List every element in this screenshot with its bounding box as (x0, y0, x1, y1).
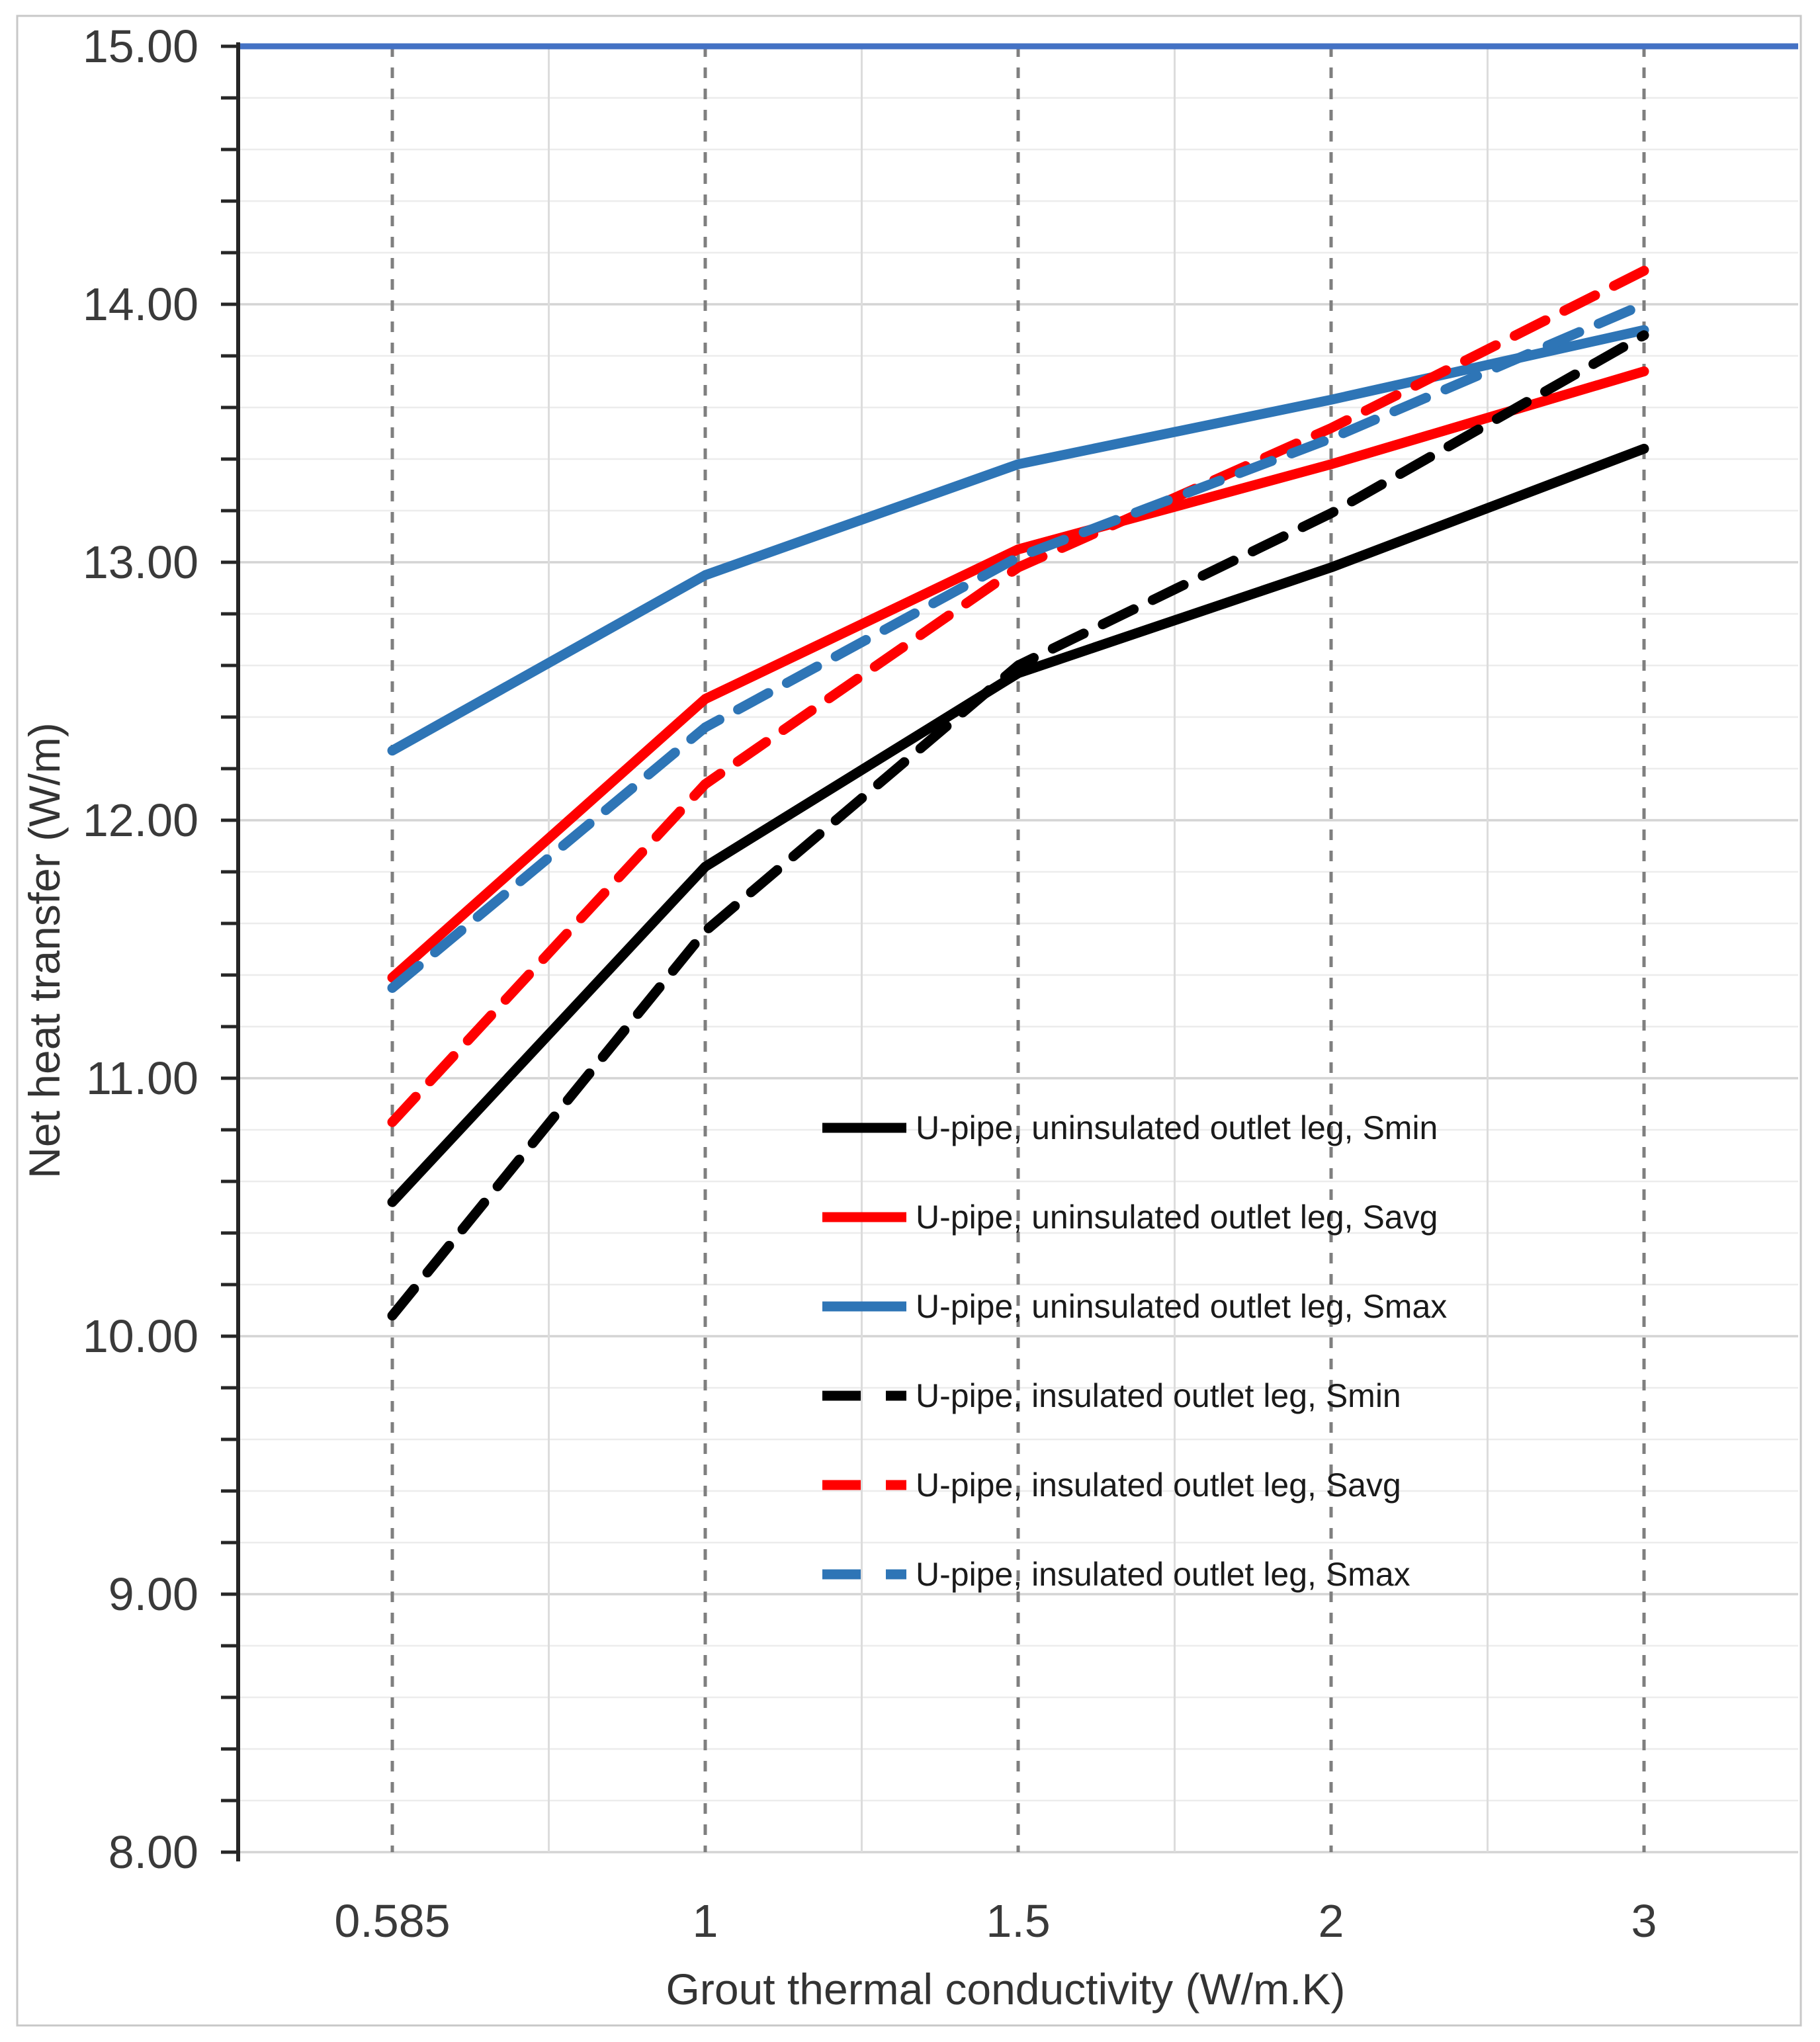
x-tick-label: 1.5 (986, 1895, 1050, 1947)
legend-label: U-pipe, insulated outlet leg, Smax (916, 1556, 1410, 1593)
x-tick-labels: 0.585 1 1.5 2 3 (334, 1895, 1657, 1947)
x-tick-label: 3 (1631, 1895, 1657, 1947)
y-tick-label: 8.00 (108, 1826, 198, 1878)
legend-label: U-pipe, uninsulated outlet leg, Savg (916, 1199, 1438, 1236)
legend-label: U-pipe, insulated outlet leg, Smin (916, 1377, 1401, 1414)
category-drop-lines (390, 46, 1646, 1852)
legend-item: U-pipe, uninsulated outlet leg, Smax (822, 1288, 1447, 1325)
series-line (387, 443, 1649, 1207)
legend-label: U-pipe, uninsulated outlet leg, Smax (916, 1288, 1447, 1325)
y-tick-label: 12.00 (83, 794, 198, 846)
legend-item: U-pipe, insulated outlet leg, Smax (822, 1556, 1410, 1593)
legend-item: U-pipe, uninsulated outlet leg, Savg (822, 1199, 1438, 1236)
x-tick-label: 0.585 (334, 1895, 450, 1947)
legend-label: U-pipe, uninsulated outlet leg, Smin (916, 1109, 1438, 1146)
y-tick-label: 13.00 (83, 536, 198, 588)
y-axis (221, 42, 240, 1861)
legend-label: U-pipe, insulated outlet leg, Savg (916, 1467, 1401, 1504)
y-tick-label: 14.00 (83, 278, 198, 330)
legend: U-pipe, uninsulated outlet leg, Smin U-pi… (822, 1109, 1447, 1593)
series-line (387, 366, 1649, 983)
y-axis-title: Net heat transfer (W/m) (20, 722, 69, 1179)
legend-item: U-pipe, insulated outlet leg, Savg (822, 1467, 1401, 1504)
figure-border (16, 15, 1802, 2027)
y-tick-label: 10.00 (83, 1310, 198, 1362)
y-tick-label: 15.00 (83, 21, 198, 72)
legend-item: U-pipe, insulated outlet leg, Smin (822, 1377, 1401, 1414)
x-tick-label: 2 (1319, 1895, 1344, 1947)
data-series-lines (387, 265, 1649, 1321)
x-tick-label: 1 (693, 1895, 718, 1947)
y-tick-labels: 8.00 9.00 10.00 11.00 12.00 13.00 14.00 15.00 (83, 21, 198, 1878)
y-tick-label: 9.00 (108, 1568, 198, 1620)
legend-item: U-pipe, uninsulated outlet leg, Smin (822, 1109, 1438, 1146)
x-axis-title: Grout thermal conductivity (W/m.K) (666, 1965, 1346, 2014)
y-tick-label: 11.00 (86, 1052, 198, 1104)
series-line (387, 265, 1649, 1127)
series-line (387, 330, 1649, 1321)
